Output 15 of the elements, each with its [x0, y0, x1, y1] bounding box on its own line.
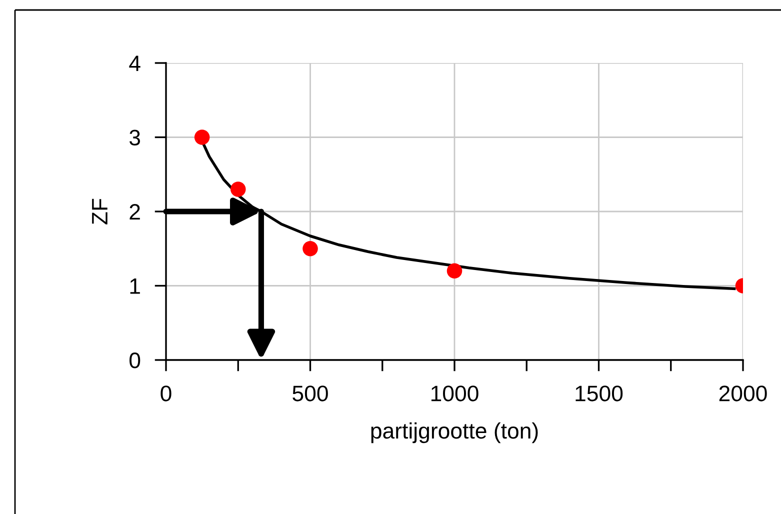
y-tick-label: 3: [129, 130, 140, 146]
x-tick-label: 1500: [576, 386, 623, 402]
y-tick-label: 4: [129, 56, 140, 72]
y-tick-label: 1: [130, 278, 140, 294]
x-axis-title: partijgrootte (ton): [371, 422, 538, 444]
point: [302, 240, 318, 256]
point: [230, 182, 246, 197]
x-tick-label: 0: [160, 386, 172, 402]
x-tick-label: 2000: [719, 386, 767, 402]
x-tick-label: 500: [292, 386, 328, 402]
y-tick-label: 2: [130, 204, 140, 220]
y-tick-label: 0: [130, 352, 140, 368]
y-axis-title: ZF: [92, 198, 108, 224]
x-tick-label: 1000: [431, 386, 478, 402]
point: [194, 130, 210, 145]
